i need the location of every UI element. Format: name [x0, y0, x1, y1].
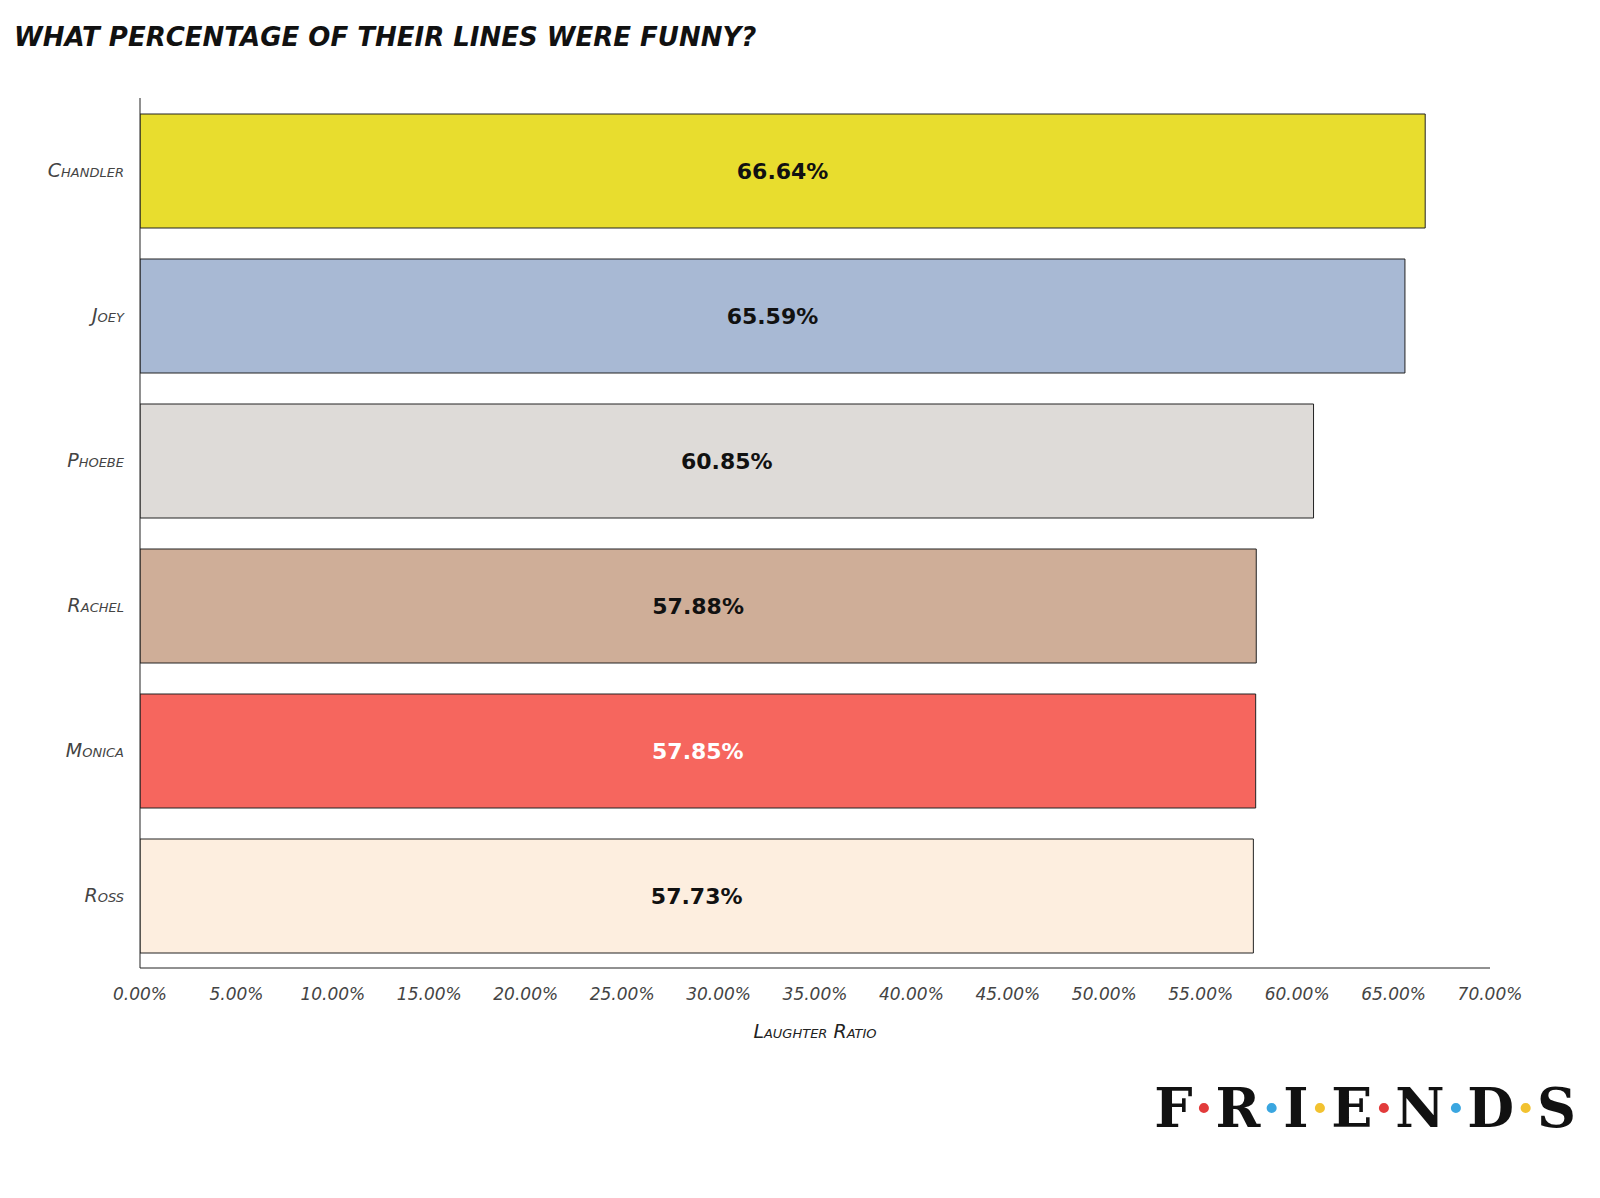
svg-text:15.00%: 15.00%	[397, 984, 462, 1004]
html-text:WHAT PERCENTAGE OF THEIR LINES: WHAT PERCENTAGE OF THEIR LINES WERE FUNN…	[14, 22, 757, 52]
svg-text:65.00%: 65.00%	[1361, 984, 1426, 1004]
html-text:F · R · I · E · N · D · S: F · R · I · E · N · D · S	[1154, 1076, 1578, 1140]
svg-text:Rachel: Rachel	[68, 594, 124, 616]
svg-text:Ross: Ross	[85, 884, 124, 906]
svg-text:55.00%: 55.00%	[1168, 984, 1233, 1004]
svg-text:57.85%: 57.85%	[652, 739, 744, 764]
svg-text:0.00%: 0.00%	[113, 984, 167, 1004]
svg-text:10.00%: 10.00%	[300, 984, 365, 1004]
svg-text:45.00%: 45.00%	[975, 984, 1040, 1004]
svg-text:20.00%: 20.00%	[493, 984, 558, 1004]
svg-text:Phoebe: Phoebe	[67, 449, 125, 471]
svg-text:Monica: Monica	[66, 739, 124, 761]
svg-text:65.59%: 65.59%	[727, 304, 819, 329]
svg-text:66.64%: 66.64%	[737, 159, 829, 184]
svg-text:57.73%: 57.73%	[651, 884, 743, 909]
svg-text:57.88%: 57.88%	[652, 594, 744, 619]
svg-text:Chandler: Chandler	[48, 159, 124, 181]
svg-text:Laughter Ratio: Laughter Ratio	[753, 1020, 876, 1042]
svg-text:Joey: Joey	[88, 304, 125, 326]
svg-text:5.00%: 5.00%	[209, 984, 263, 1004]
svg-text:70.00%: 70.00%	[1458, 984, 1523, 1004]
svg-text:60.00%: 60.00%	[1265, 984, 1330, 1004]
svg-text:35.00%: 35.00%	[783, 984, 848, 1004]
svg-text:40.00%: 40.00%	[879, 984, 944, 1004]
svg-text:50.00%: 50.00%	[1072, 984, 1137, 1004]
svg-text:60.85%: 60.85%	[681, 449, 773, 474]
svg-text:30.00%: 30.00%	[686, 984, 751, 1004]
svg-text:25.00%: 25.00%	[590, 984, 655, 1004]
